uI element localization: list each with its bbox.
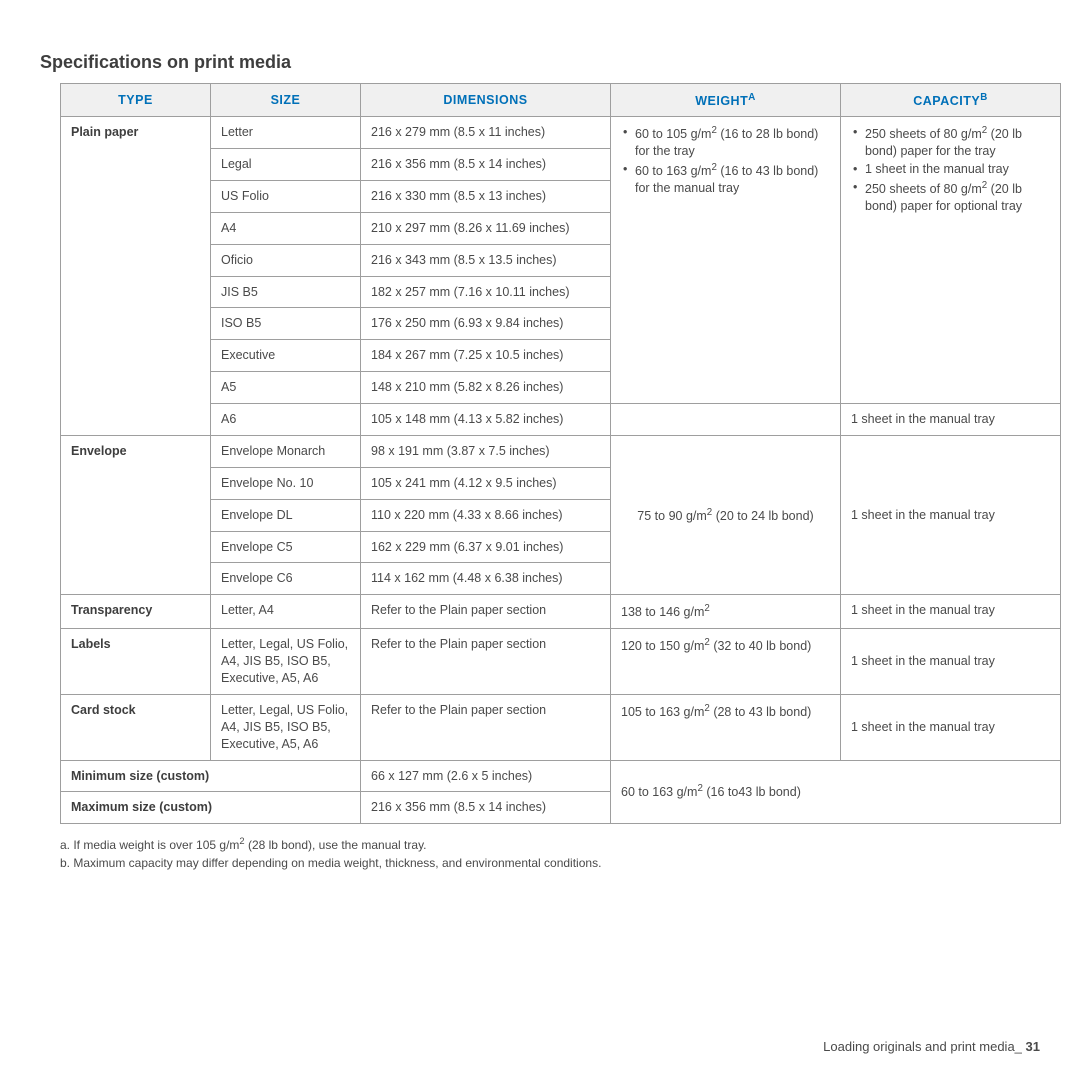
dim-cell: 216 x 356 mm (8.5 x 14 inches) bbox=[361, 792, 611, 824]
weight-cell: 138 to 146 g/m2 bbox=[611, 595, 841, 629]
size-cell: Envelope Monarch bbox=[211, 435, 361, 467]
dim-cell: 98 x 191 mm (3.87 x 7.5 inches) bbox=[361, 435, 611, 467]
dim-cell: 162 x 229 mm (6.37 x 9.01 inches) bbox=[361, 531, 611, 563]
type-envelope: Envelope bbox=[61, 435, 211, 594]
size-cell: Letter, Legal, US Folio, A4, JIS B5, ISO… bbox=[211, 694, 361, 760]
size-cell: Envelope No. 10 bbox=[211, 467, 361, 499]
dim-cell: 105 x 241 mm (4.12 x 9.5 inches) bbox=[361, 467, 611, 499]
capacity-bullet: 250 sheets of 80 g/m2 (20 lb bond) paper… bbox=[865, 124, 1050, 160]
footer-page-number: 31 bbox=[1026, 1039, 1040, 1054]
dim-cell: 216 x 343 mm (8.5 x 13.5 inches) bbox=[361, 244, 611, 276]
type-plain-paper: Plain paper bbox=[61, 117, 211, 436]
specifications-table: TYPE SIZE DIMENSIONS WEIGHTA CAPACITYB P… bbox=[60, 83, 1061, 824]
capacity-cell-envelope: 1 sheet in the manual tray bbox=[841, 435, 1061, 594]
size-cell: Letter bbox=[211, 117, 361, 149]
col-type: TYPE bbox=[61, 84, 211, 117]
table-row: Minimum size (custom) 66 x 127 mm (2.6 x… bbox=[61, 760, 1061, 792]
weight-cell-a6 bbox=[611, 404, 841, 436]
size-cell: JIS B5 bbox=[211, 276, 361, 308]
col-weight: WEIGHTA bbox=[611, 84, 841, 117]
capacity-bullet: 250 sheets of 80 g/m2 (20 lb bond) paper… bbox=[865, 179, 1050, 215]
size-cell: Letter, A4 bbox=[211, 595, 361, 629]
size-cell: A5 bbox=[211, 372, 361, 404]
dim-cell: 148 x 210 mm (5.82 x 8.26 inches) bbox=[361, 372, 611, 404]
dim-cell: 66 x 127 mm (2.6 x 5 inches) bbox=[361, 760, 611, 792]
size-cell: ISO B5 bbox=[211, 308, 361, 340]
footnote-b: b. Maximum capacity may differ depending… bbox=[60, 854, 1040, 872]
dim-cell: 176 x 250 mm (6.93 x 9.84 inches) bbox=[361, 308, 611, 340]
custom-weight-cell: 60 to 163 g/m2 (16 to43 lb bond) bbox=[611, 760, 1061, 824]
footnotes: a. If media weight is over 105 g/m2 (28 … bbox=[60, 834, 1040, 872]
size-cell: Legal bbox=[211, 149, 361, 181]
dim-cell: Refer to the Plain paper section bbox=[361, 629, 611, 695]
page-footer: Loading originals and print media_ 31 bbox=[823, 1039, 1040, 1054]
weight-cell: 105 to 163 g/m2 (28 to 43 lb bond) bbox=[611, 694, 841, 760]
capacity-cell: 1 sheet in the manual tray bbox=[841, 629, 1061, 695]
dim-cell: 110 x 220 mm (4.33 x 8.66 inches) bbox=[361, 499, 611, 531]
size-cell: A4 bbox=[211, 212, 361, 244]
size-cell: Letter, Legal, US Folio, A4, JIS B5, ISO… bbox=[211, 629, 361, 695]
dim-cell: 216 x 279 mm (8.5 x 11 inches) bbox=[361, 117, 611, 149]
capacity-cell-plain: 250 sheets of 80 g/m2 (20 lb bond) paper… bbox=[841, 117, 1061, 404]
dim-cell: 114 x 162 mm (4.48 x 6.38 inches) bbox=[361, 563, 611, 595]
size-cell: Oficio bbox=[211, 244, 361, 276]
table-row: A6 105 x 148 mm (4.13 x 5.82 inches) 1 s… bbox=[61, 404, 1061, 436]
dim-cell: 210 x 297 mm (8.26 x 11.69 inches) bbox=[361, 212, 611, 244]
dim-cell: Refer to the Plain paper section bbox=[361, 595, 611, 629]
min-size-label: Minimum size (custom) bbox=[61, 760, 361, 792]
dim-cell: 182 x 257 mm (7.16 x 10.11 inches) bbox=[361, 276, 611, 308]
type-labels: Labels bbox=[61, 629, 211, 695]
col-capacity: CAPACITYB bbox=[841, 84, 1061, 117]
size-cell: Envelope DL bbox=[211, 499, 361, 531]
size-cell: US Folio bbox=[211, 180, 361, 212]
type-transparency: Transparency bbox=[61, 595, 211, 629]
size-cell: Envelope C5 bbox=[211, 531, 361, 563]
table-row: Transparency Letter, A4 Refer to the Pla… bbox=[61, 595, 1061, 629]
dim-cell: Refer to the Plain paper section bbox=[361, 694, 611, 760]
weight-bullet: 60 to 105 g/m2 (16 to 28 lb bond) for th… bbox=[635, 124, 830, 160]
capacity-cell-a6: 1 sheet in the manual tray bbox=[841, 404, 1061, 436]
size-cell: Envelope C6 bbox=[211, 563, 361, 595]
dim-cell: 105 x 148 mm (4.13 x 5.82 inches) bbox=[361, 404, 611, 436]
col-dimensions: DIMENSIONS bbox=[361, 84, 611, 117]
weight-bullet: 60 to 163 g/m2 (16 to 43 lb bond) for th… bbox=[635, 161, 830, 197]
table-row: Card stock Letter, Legal, US Folio, A4, … bbox=[61, 694, 1061, 760]
capacity-cell: 1 sheet in the manual tray bbox=[841, 595, 1061, 629]
weight-cell-plain: 60 to 105 g/m2 (16 to 28 lb bond) for th… bbox=[611, 117, 841, 404]
dim-cell: 216 x 330 mm (8.5 x 13 inches) bbox=[361, 180, 611, 212]
table-row: Labels Letter, Legal, US Folio, A4, JIS … bbox=[61, 629, 1061, 695]
table-header-row: TYPE SIZE DIMENSIONS WEIGHTA CAPACITYB bbox=[61, 84, 1061, 117]
table-row: Envelope Envelope Monarch 98 x 191 mm (3… bbox=[61, 435, 1061, 467]
size-cell: A6 bbox=[211, 404, 361, 436]
table-row: Plain paper Letter 216 x 279 mm (8.5 x 1… bbox=[61, 117, 1061, 149]
capacity-cell: 1 sheet in the manual tray bbox=[841, 694, 1061, 760]
section-title: Specifications on print media bbox=[40, 52, 1040, 73]
size-cell: Executive bbox=[211, 340, 361, 372]
col-size: SIZE bbox=[211, 84, 361, 117]
type-card-stock: Card stock bbox=[61, 694, 211, 760]
footnote-a: a. If media weight is over 105 g/m2 (28 … bbox=[60, 834, 1040, 854]
max-size-label: Maximum size (custom) bbox=[61, 792, 361, 824]
footer-text: Loading originals and print media_ bbox=[823, 1039, 1022, 1054]
dim-cell: 216 x 356 mm (8.5 x 14 inches) bbox=[361, 149, 611, 181]
dim-cell: 184 x 267 mm (7.25 x 10.5 inches) bbox=[361, 340, 611, 372]
weight-cell-envelope: 75 to 90 g/m2 (20 to 24 lb bond) bbox=[611, 435, 841, 594]
weight-cell: 120 to 150 g/m2 (32 to 40 lb bond) bbox=[611, 629, 841, 695]
capacity-bullet: 1 sheet in the manual tray bbox=[865, 161, 1050, 178]
